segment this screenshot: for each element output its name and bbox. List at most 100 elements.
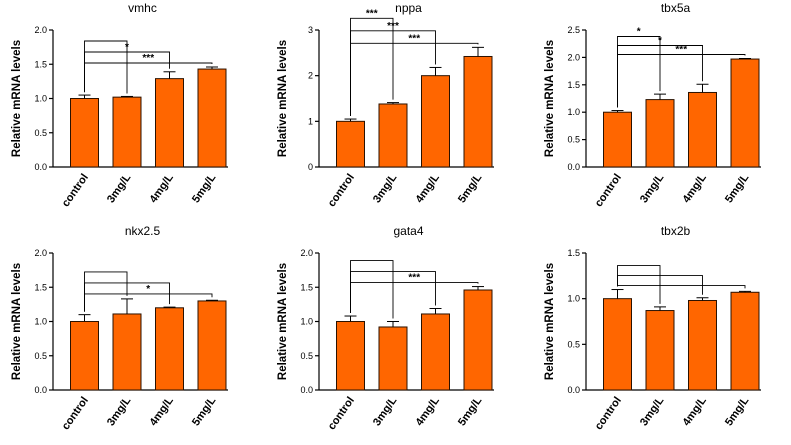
x-tick-label: 4mg/L (681, 395, 710, 429)
chart-panel-nppa: nppa Relative mRNA levels 0 1 2 3 control 3mg/L… (277, 1, 494, 209)
significance-bracket (617, 265, 661, 304)
bar-control (70, 98, 99, 168)
y-tick-label: 0.0 (34, 385, 47, 395)
significance-label: *** (366, 8, 378, 19)
bar-control (603, 111, 632, 168)
y-tick-label: 0.5 (567, 135, 580, 145)
x-tick-label: 3mg/L (371, 395, 400, 429)
y-axis-label: Relative mRNA levels (544, 40, 556, 157)
x-tick-label: control (60, 395, 91, 432)
chart-panel-nkx2.5: nkx2.5 Relative mRNA levels 0.0 0.5 1.0 1.5 2.… (11, 224, 228, 432)
y-tick-label: 3 (308, 25, 313, 35)
y-tick-label: 0.5 (300, 351, 313, 361)
bar-4mg/L (421, 313, 450, 391)
significance-bracket (617, 285, 746, 289)
significance-bracket (350, 17, 394, 117)
y-tick-label: 2.0 (34, 25, 47, 35)
bar-control (70, 321, 99, 391)
chart-panel-tbx5a: tbx5a Relative mRNA levels 0.0 0.5 1.0 1.5 2.0… (544, 1, 761, 209)
x-tick-label: 3mg/L (105, 172, 134, 206)
y-tick-label: 0.0 (300, 385, 313, 395)
y-tick-label: 0.5 (34, 128, 47, 138)
significance-label: * (637, 26, 641, 37)
x-tick-label: 4mg/L (414, 395, 443, 429)
y-tick-label: 2.0 (567, 52, 580, 62)
y-tick-label: 1.0 (300, 317, 313, 327)
y-tick-label: 0 (308, 162, 313, 172)
x-tick-label: control (593, 395, 624, 432)
y-tick-label: 1.0 (567, 107, 580, 117)
significance-bracket (350, 260, 394, 319)
bar-4mg/L (421, 75, 450, 168)
significance-bracket (84, 271, 128, 312)
chart-panel-vmhc: vmhc Relative mRNA levels 0.0 0.5 1.0 1.5 2.0 c… (11, 1, 228, 209)
x-tick-label: 5mg/L (723, 395, 752, 429)
significance-bracket (617, 36, 661, 108)
y-axis-label: Relative mRNA levels (11, 40, 23, 157)
x-tick-label: 5mg/L (456, 172, 485, 206)
significance-label: * (658, 35, 662, 46)
bar-5mg/L (730, 58, 760, 168)
x-tick-label: control (60, 172, 91, 209)
y-tick-label: 1.5 (34, 59, 47, 69)
significance-label: *** (408, 273, 420, 284)
bar-3mg/L (378, 103, 408, 168)
x-tick-label: 4mg/L (681, 172, 710, 206)
y-axis-label: Relative mRNA levels (277, 263, 289, 380)
significance-label: *** (142, 53, 154, 64)
bar-3mg/L (112, 96, 142, 168)
x-tick-label: control (326, 395, 357, 432)
significance-label: *** (408, 33, 420, 44)
y-tick-label: 0.5 (567, 339, 580, 349)
y-axis-label: Relative mRNA levels (277, 40, 289, 157)
y-tick-label: 2.0 (300, 248, 313, 258)
bar-5mg/L (463, 55, 493, 168)
y-tick-label: 2.5 (567, 25, 580, 35)
bar-3mg/L (645, 310, 675, 391)
chart-title: nppa (395, 1, 422, 15)
x-tick-label: 5mg/L (190, 395, 219, 429)
bar-3mg/L (112, 313, 142, 391)
bar-control (336, 120, 365, 168)
x-tick-label: 3mg/L (105, 395, 134, 429)
significance-label: * (146, 284, 150, 295)
x-tick-label: 3mg/L (638, 395, 667, 429)
chart-title: gata4 (393, 224, 423, 238)
y-tick-label: 1.0 (34, 317, 47, 327)
bar-control (336, 321, 365, 391)
x-tick-label: 3mg/L (371, 172, 400, 206)
x-tick-label: 4mg/L (414, 172, 443, 206)
x-tick-label: 4mg/L (148, 172, 177, 206)
y-tick-label: 0.0 (34, 162, 47, 172)
x-tick-label: 3mg/L (638, 172, 667, 206)
chart-title: tbx5a (661, 1, 691, 15)
x-tick-label: 5mg/L (723, 172, 752, 206)
y-tick-label: 0.0 (567, 162, 580, 172)
bar-4mg/L (155, 307, 184, 391)
y-tick-label: 1.0 (567, 294, 580, 304)
bar-4mg/L (688, 299, 717, 391)
significance-label: *** (387, 21, 399, 32)
x-tick-label: 4mg/L (148, 395, 177, 429)
chart-panel-gata4: gata4 Relative mRNA levels 0.0 0.5 1.0 1.5 2.0… (277, 224, 494, 432)
x-tick-label: control (326, 172, 357, 209)
y-axis-label: Relative mRNA levels (11, 263, 23, 380)
bar-5mg/L (463, 289, 493, 391)
significance-bracket (350, 42, 479, 117)
y-tick-label: 1.5 (34, 282, 47, 292)
chart-title: vmhc (128, 1, 157, 15)
y-tick-label: 1 (308, 116, 313, 126)
bar-3mg/L (378, 326, 408, 391)
x-tick-label: control (593, 172, 624, 209)
significance-label: *** (675, 44, 687, 55)
chart-title: nkx2.5 (125, 224, 161, 238)
y-axis-label: Relative mRNA levels (544, 263, 556, 380)
bar-4mg/L (155, 78, 184, 168)
bar-5mg/L (730, 291, 760, 391)
significance-bracket (84, 293, 213, 312)
y-tick-label: 1.0 (34, 94, 47, 104)
y-tick-label: 1.5 (567, 80, 580, 90)
y-tick-label: 1.5 (300, 282, 313, 292)
significance-bracket (350, 282, 479, 314)
